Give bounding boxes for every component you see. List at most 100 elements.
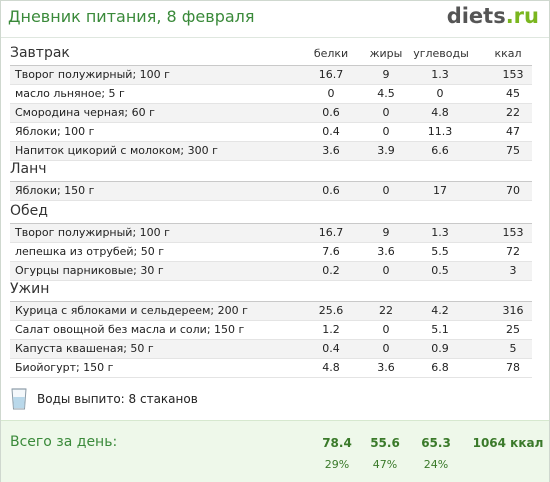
food-protein: 4.8 bbox=[322, 361, 340, 374]
column-headers: белки жиры углеводы ккал bbox=[1, 46, 549, 64]
header: Дневник питания, 8 февраля diets.ru bbox=[1, 1, 549, 39]
food-name: масло льняное; 5 г bbox=[15, 87, 125, 100]
food-kcal: 47 bbox=[506, 125, 520, 138]
food-fat: 0 bbox=[382, 125, 390, 138]
food-kcal: 45 bbox=[506, 87, 520, 100]
food-name: Напиток цикорий с молоком; 300 г bbox=[15, 144, 218, 157]
food-carbs: 5.1 bbox=[431, 323, 449, 336]
meal-title: Завтрак bbox=[10, 45, 70, 61]
food-name: Творог полужирный; 100 г bbox=[15, 68, 170, 81]
food-fat: 9 bbox=[382, 68, 390, 81]
total-carbs: 65.3 bbox=[421, 436, 451, 450]
food-protein: 0 bbox=[327, 87, 335, 100]
food-protein: 7.6 bbox=[322, 245, 340, 258]
food-fat: 4.5 bbox=[377, 87, 395, 100]
food-protein: 16.7 bbox=[318, 68, 344, 81]
glass-of-water-icon bbox=[11, 388, 27, 410]
food-row: Творог полужирный; 100 г 16.7 9 1.3 153 bbox=[10, 224, 532, 243]
total-protein: 78.4 bbox=[322, 436, 352, 450]
page-title: Дневник питания, 8 февраля bbox=[8, 7, 255, 26]
food-name: Огурцы парниковые; 30 г bbox=[15, 264, 164, 277]
food-row: Огурцы парниковые; 30 г 0.2 0 0.5 3 bbox=[10, 262, 532, 281]
food-row: Курица с яблоками и сельдереем; 200 г 25.… bbox=[10, 302, 532, 321]
food-protein: 0.2 bbox=[322, 264, 340, 277]
column-carbs: углеводы bbox=[413, 47, 469, 60]
protein-percent: 29% bbox=[324, 458, 350, 471]
food-kcal: 22 bbox=[506, 106, 520, 119]
food-row: лепешка из отрубей; 50 г 7.6 3.6 5.5 72 bbox=[10, 243, 532, 262]
food-carbs: 5.5 bbox=[431, 245, 449, 258]
food-fat: 3.9 bbox=[377, 144, 395, 157]
food-name: Яблоки; 150 г bbox=[15, 184, 95, 197]
meal-title: Ужин bbox=[10, 281, 50, 297]
carbs-percent: 24% bbox=[423, 458, 449, 471]
food-fat: 3.6 bbox=[377, 245, 395, 258]
food-kcal: 5 bbox=[509, 342, 517, 355]
food-kcal: 70 bbox=[506, 184, 520, 197]
food-protein: 16.7 bbox=[318, 226, 344, 239]
food-row: Смородина черная; 60 г 0.6 0 4.8 22 bbox=[10, 104, 532, 123]
meal-divider bbox=[10, 181, 532, 182]
food-kcal: 72 bbox=[506, 245, 520, 258]
logo-tld: .ru bbox=[505, 4, 539, 28]
food-row: Напиток цикорий с молоком; 300 г 3.6 3.9 6.… bbox=[10, 142, 532, 161]
header-divider bbox=[1, 37, 549, 38]
water-summary: Воды выпито: 8 стаканов bbox=[11, 386, 411, 414]
food-carbs: 1.3 bbox=[431, 226, 449, 239]
food-fat: 9 bbox=[382, 226, 390, 239]
food-carbs: 11.3 bbox=[427, 125, 453, 138]
fat-percent: 47% bbox=[372, 458, 398, 471]
food-fat: 3.6 bbox=[377, 361, 395, 374]
site-logo[interactable]: diets.ru bbox=[447, 4, 539, 28]
food-fat: 0 bbox=[382, 323, 390, 336]
food-fat: 0 bbox=[382, 106, 390, 119]
column-kcal: ккал bbox=[494, 47, 522, 60]
food-name: лепешка из отрубей; 50 г bbox=[15, 245, 165, 258]
food-kcal: 153 bbox=[502, 226, 524, 239]
food-row: Творог полужирный; 100 г 16.7 9 1.3 153 bbox=[10, 66, 532, 85]
column-fat: жиры bbox=[369, 47, 403, 60]
food-protein: 0.4 bbox=[322, 125, 340, 138]
food-fat: 0 bbox=[382, 184, 390, 197]
food-kcal: 3 bbox=[509, 264, 517, 277]
meal-title: Ланч bbox=[10, 161, 47, 177]
food-protein: 25.6 bbox=[318, 304, 344, 317]
meal-title: Обед bbox=[10, 203, 48, 219]
food-protein: 0.6 bbox=[322, 184, 340, 197]
food-row: масло льняное; 5 г 0 4.5 0 45 bbox=[10, 85, 532, 104]
food-carbs: 1.3 bbox=[431, 68, 449, 81]
food-kcal: 75 bbox=[506, 144, 520, 157]
food-row: Яблоки; 150 г 0.6 0 17 70 bbox=[10, 182, 532, 201]
food-name: Капуста квашеная; 50 г bbox=[15, 342, 154, 355]
food-name: Биойогурт; 150 г bbox=[15, 361, 114, 374]
food-carbs: 0.9 bbox=[431, 342, 449, 355]
totals-label: Всего за день: bbox=[10, 434, 118, 450]
food-fat: 0 bbox=[382, 264, 390, 277]
food-kcal: 316 bbox=[502, 304, 524, 317]
food-carbs: 0.5 bbox=[431, 264, 449, 277]
meal-divider bbox=[10, 301, 532, 302]
food-fat: 0 bbox=[382, 342, 390, 355]
food-protein: 1.2 bbox=[322, 323, 340, 336]
food-carbs: 0 bbox=[436, 87, 444, 100]
food-carbs: 6.8 bbox=[431, 361, 449, 374]
food-row: Капуста квашеная; 50 г 0.4 0 0.9 5 bbox=[10, 340, 532, 359]
food-carbs: 17 bbox=[433, 184, 447, 197]
logo-main: diets bbox=[446, 4, 506, 28]
total-fat: 55.6 bbox=[370, 436, 400, 450]
total-kcal: 1064 ккал bbox=[472, 436, 544, 450]
food-row: Биойогурт; 150 г 4.8 3.6 6.8 78 bbox=[10, 359, 532, 378]
food-carbs: 6.6 bbox=[431, 144, 449, 157]
meal-divider bbox=[10, 223, 532, 224]
food-name: Смородина черная; 60 г bbox=[15, 106, 155, 119]
food-fat: 22 bbox=[379, 304, 393, 317]
water-text: Воды выпито: 8 стаканов bbox=[37, 392, 198, 406]
daily-totals: Всего за день: 78.4 55.6 65.3 1064 ккал … bbox=[1, 420, 549, 482]
food-name: Творог полужирный; 100 г bbox=[15, 226, 170, 239]
food-name: Курица с яблоками и сельдереем; 200 г bbox=[15, 304, 248, 317]
food-protein: 3.6 bbox=[322, 144, 340, 157]
meal-divider bbox=[10, 65, 532, 66]
food-name: Яблоки; 100 г bbox=[15, 125, 95, 138]
food-protein: 0.6 bbox=[322, 106, 340, 119]
